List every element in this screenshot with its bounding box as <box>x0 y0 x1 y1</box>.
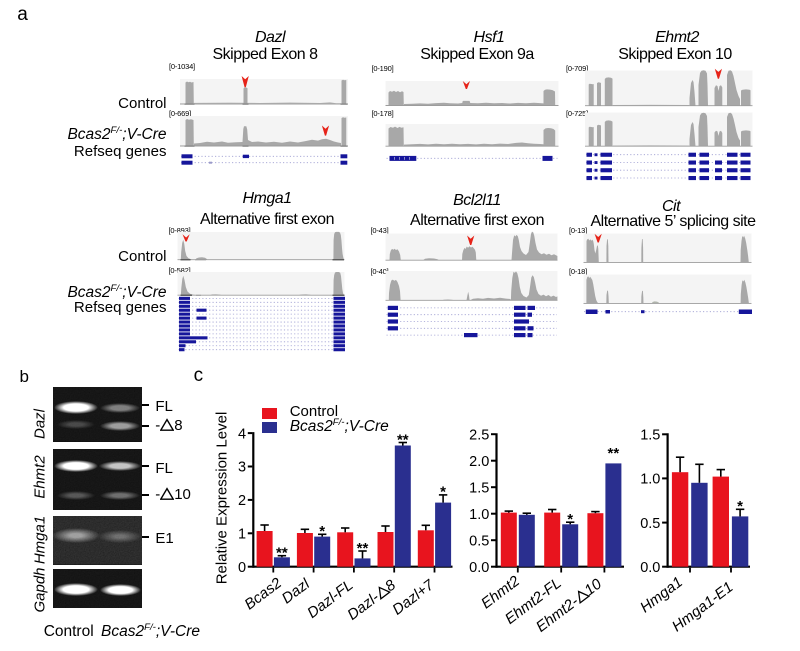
svg-text:4: 4 <box>238 426 246 442</box>
svg-text:Dazl: Dazl <box>279 575 314 607</box>
svg-text:0.0: 0.0 <box>640 560 660 576</box>
svg-text:Hmga1: Hmga1 <box>637 574 686 617</box>
svg-text:*: * <box>737 498 743 515</box>
svg-text:Dazl+7: Dazl+7 <box>389 576 437 618</box>
svg-text:**: ** <box>276 544 288 561</box>
svg-text:3: 3 <box>238 460 246 476</box>
svg-text:1: 1 <box>238 527 246 543</box>
svg-text:1.0: 1.0 <box>469 507 489 523</box>
svg-text:0.5: 0.5 <box>640 516 660 532</box>
svg-text:2: 2 <box>238 493 246 509</box>
svg-text:**: ** <box>397 431 409 448</box>
svg-text:*: * <box>567 511 573 528</box>
svg-text:*: * <box>319 523 325 540</box>
svg-text:0.5: 0.5 <box>469 533 489 549</box>
svg-text:0: 0 <box>238 560 246 576</box>
svg-text:**: ** <box>357 540 369 557</box>
svg-text:0.0: 0.0 <box>469 560 489 576</box>
svg-text:8: 8 <box>382 576 399 595</box>
svg-text:2.0: 2.0 <box>469 454 489 470</box>
svg-text:**: ** <box>608 445 620 462</box>
svg-text:10: 10 <box>581 575 605 599</box>
svg-text:1.5: 1.5 <box>640 428 660 444</box>
svg-text:1.0: 1.0 <box>640 472 660 488</box>
svg-text:2.5: 2.5 <box>469 427 489 443</box>
svg-text:1.5: 1.5 <box>469 480 489 496</box>
svg-text:*: * <box>440 484 446 501</box>
